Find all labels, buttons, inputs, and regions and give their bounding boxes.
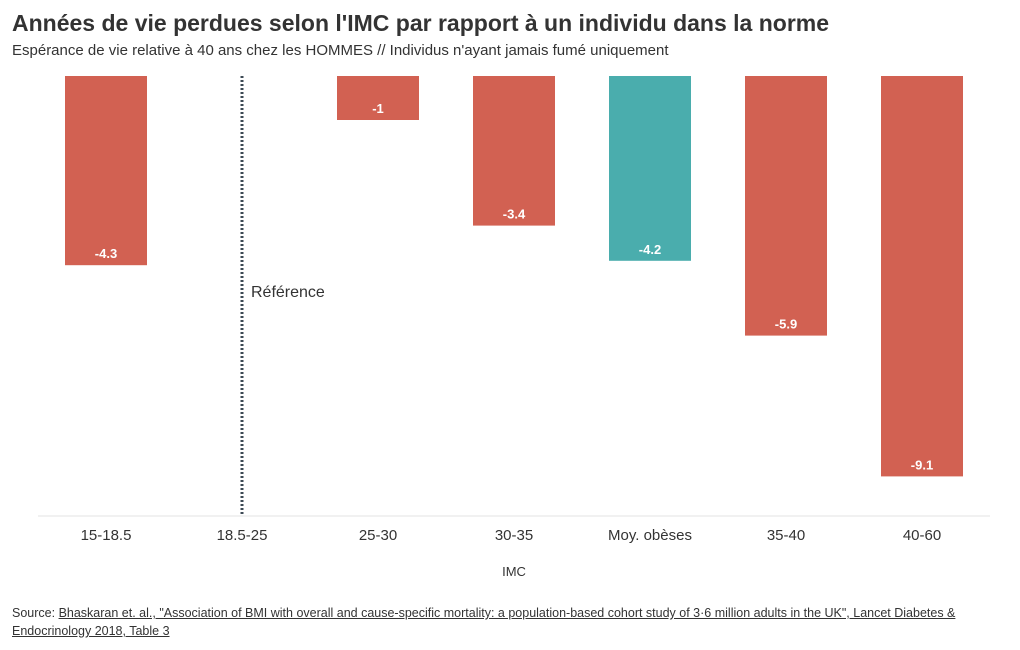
reference-label: Référence bbox=[251, 284, 325, 301]
chart-title: Années de vie perdues selon l'IMC par ra… bbox=[12, 10, 830, 36]
bar bbox=[881, 76, 963, 477]
bar bbox=[65, 76, 147, 266]
data-label: -4.2 bbox=[639, 242, 661, 257]
x-axis-title: IMC bbox=[502, 564, 526, 579]
data-label: -4.3 bbox=[95, 246, 117, 261]
data-label: -9.1 bbox=[911, 457, 933, 472]
data-label: -5.9 bbox=[775, 317, 797, 332]
bar bbox=[337, 76, 419, 120]
source-link[interactable]: Bhaskaran et. al., "Association of BMI w… bbox=[12, 606, 956, 638]
source-note: Source: Bhaskaran et. al., "Association … bbox=[12, 604, 1007, 640]
source-prefix: Source: bbox=[12, 606, 59, 620]
x-tick-label: 15-18.5 bbox=[81, 527, 132, 544]
x-tick-label: 18.5-25 bbox=[217, 527, 268, 544]
data-label: -3.4 bbox=[503, 207, 526, 222]
x-tick-label: 30-35 bbox=[495, 527, 533, 544]
x-tick-label: 40-60 bbox=[903, 527, 941, 544]
x-tick-label: Moy. obèses bbox=[608, 527, 692, 544]
x-tick-label: 35-40 bbox=[767, 527, 805, 544]
bar bbox=[609, 76, 691, 261]
bar bbox=[745, 76, 827, 336]
bar-chart: 15-18.5 -4.3 18.5-25 Référence 25-30 -1 30-35 -… bbox=[38, 76, 990, 579]
chart-subtitle: Espérance de vie relative à 40 ans chez … bbox=[12, 42, 669, 59]
x-tick-label: 25-30 bbox=[359, 527, 397, 544]
data-label: -1 bbox=[372, 101, 384, 116]
bar bbox=[473, 76, 555, 226]
